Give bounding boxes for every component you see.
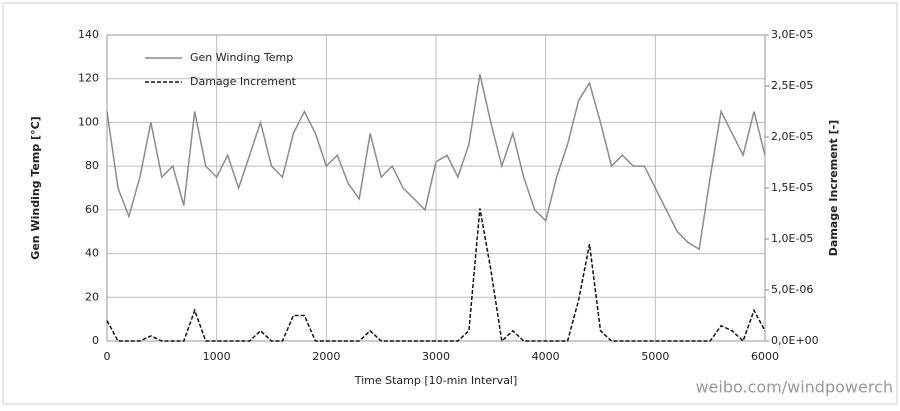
y-tick-label: 140: [78, 28, 99, 41]
series-line: [106, 74, 766, 251]
y2-tick-label: 2,0E-05: [771, 130, 813, 143]
y2-tick-label: 3,0E-05: [771, 28, 813, 41]
y2-tick-label: 1,5E-05: [771, 181, 813, 194]
x-tick-label: 1000: [203, 350, 231, 363]
y2-axis-title: Damage Increment [-]: [827, 120, 840, 256]
x-tick-label: 6000: [751, 350, 779, 363]
y2-tick-label: 1,0E-05: [771, 232, 813, 245]
y-tick-label: 40: [85, 247, 99, 260]
x-tick-label: 4000: [532, 350, 560, 363]
x-tick-label: 3000: [422, 350, 450, 363]
y2-tick-label: 2,5E-05: [771, 79, 813, 92]
watermark: weibo.com/windpowerch: [695, 378, 893, 397]
legend-label: Damage Increment: [190, 75, 297, 88]
y2-tick-label: 0,0E+00: [771, 334, 819, 347]
y-axis-title: Gen Winding Temp [°C]: [29, 116, 42, 259]
legend-label: Gen Winding Temp: [190, 51, 293, 64]
x-tick-label: 2000: [312, 350, 340, 363]
plot-border: [106, 34, 766, 342]
y-tick-label: 100: [78, 115, 99, 128]
x-tick-label: 5000: [641, 350, 669, 363]
x-tick-label: 0: [104, 350, 111, 363]
y-tick-label: 80: [85, 159, 99, 172]
y-tick-label: 60: [85, 203, 99, 216]
y-tick-label: 120: [78, 72, 99, 85]
x-axis-title: Time Stamp [10-min Interval]: [354, 374, 518, 387]
y-tick-label: 0: [92, 334, 99, 347]
frame: [2, 2, 898, 405]
y2-tick-label: 5,0E-06: [771, 283, 813, 296]
y-tick-label: 20: [85, 290, 99, 303]
